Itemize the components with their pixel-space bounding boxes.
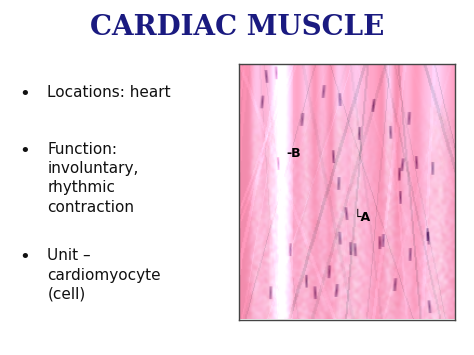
Text: Locations: heart: Locations: heart xyxy=(47,85,171,100)
Text: CARDIAC MUSCLE: CARDIAC MUSCLE xyxy=(90,14,384,41)
Text: Unit –
cardiomyocyte
(cell): Unit – cardiomyocyte (cell) xyxy=(47,248,161,302)
Text: •: • xyxy=(19,85,30,103)
Text: Function:
involuntary,
rhythmic
contraction: Function: involuntary, rhythmic contract… xyxy=(47,142,139,215)
Text: └A: └A xyxy=(354,211,371,224)
Text: •: • xyxy=(19,248,30,267)
Text: •: • xyxy=(19,142,30,160)
Text: -B: -B xyxy=(287,147,301,160)
